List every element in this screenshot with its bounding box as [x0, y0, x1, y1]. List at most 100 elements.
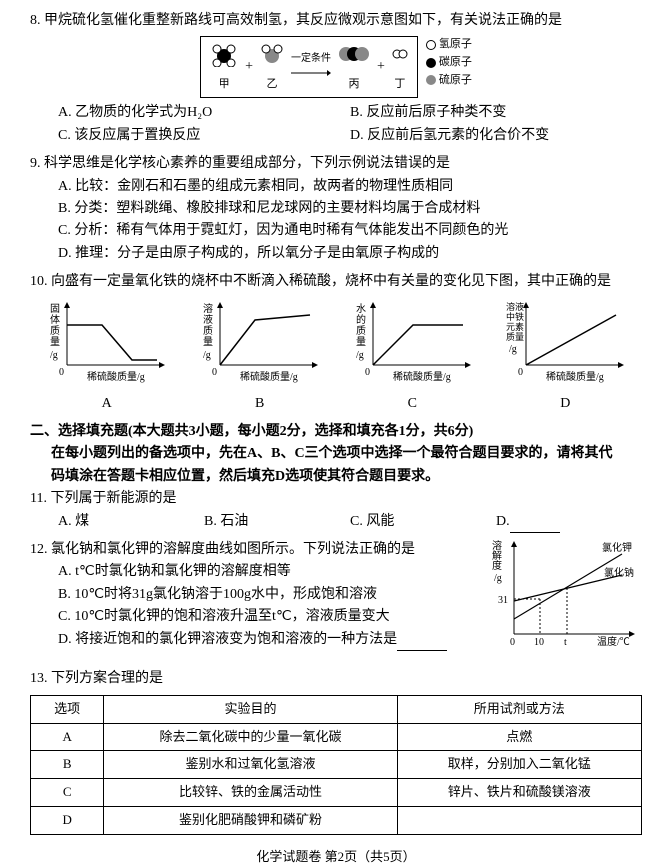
- molecule-methane: [209, 41, 239, 67]
- question-8: 8. 甲烷硫化氢催化重整新路线可高效制氢，其反应微观示意图如下，有关说法正确的是…: [30, 10, 642, 147]
- svg-text:量: 量: [50, 336, 60, 348]
- table-row: B鉴别水和过氧化氢溶液取样，分别加入二氧化锰: [31, 751, 642, 779]
- q8-diagram: 甲 + 乙 一定条件 丙 + 丁: [30, 36, 642, 98]
- mol-label-3: 丁: [391, 76, 409, 94]
- chart-d-xlabel: 稀硫酸质量/g: [546, 370, 604, 383]
- q8-opt-c: C. 该反应属于置换反应: [58, 125, 350, 147]
- svg-text:质: 质: [356, 325, 366, 337]
- svg-text:/g: /g: [356, 350, 364, 361]
- q11-num: 11.: [30, 491, 47, 506]
- hydrogen-atom-icon: [426, 40, 436, 50]
- th-purpose: 实验目的: [104, 695, 397, 723]
- chart-label-b: B: [255, 393, 264, 415]
- q11-stem-text: 下列属于新能源的是: [50, 491, 176, 506]
- svg-text:0: 0: [365, 367, 370, 378]
- q8-opt-b: B. 反应前后原子种类不变: [350, 102, 642, 124]
- q12-opt-b: B. 10℃时将31g氯化钠溶于100g水中，形成饱和溶液: [58, 584, 492, 606]
- svg-text:的: 的: [356, 313, 366, 326]
- q12-solubility-graph: 溶解度/g 氯化钾 氯化钠 31 0 10 t 温度/℃: [492, 539, 642, 662]
- chart-b-xlabel: 稀硫酸质量/g: [240, 370, 298, 383]
- cell: 锌片、铁片和硫酸镁溶液: [397, 779, 641, 807]
- mol-label-1: 乙: [259, 76, 285, 94]
- molecule-h2: [391, 41, 409, 67]
- q13-stem: 13. 下列方案合理的是: [30, 668, 642, 690]
- question-11: 11. 下列属于新能源的是 A. 煤 B. 石油 C. 风能 D.: [30, 488, 642, 533]
- section2-desc2: 码填涂在答题卡相应位置，然后填充D选项使其符合题目要求。: [30, 466, 642, 488]
- cell: 比较锌、铁的金属活动性: [104, 779, 397, 807]
- chart-label-a: A: [102, 393, 112, 415]
- q12-options: A. t℃时氯化钠和氯化钾的溶解度相等 B. 10℃时将31g氯化钠溶于100g…: [30, 561, 492, 651]
- q10-stem: 10. 向盛有一定量氧化铁的烧杯中不断滴入稀硫酸，烧杯中有关量的变化见下图，其中…: [30, 271, 642, 293]
- svg-text:溶: 溶: [203, 302, 213, 315]
- q9-stem-text: 科学思维是化学核心素养的重要组成部分，下列示例说法错误的是: [44, 156, 450, 171]
- cell: [397, 807, 641, 835]
- q13-table: 选项 实验目的 所用试剂或方法 A除去二氧化碳中的少量一氧化碳点燃 B鉴别水和过…: [30, 695, 642, 835]
- q11-opt-a: A. 煤: [58, 511, 204, 533]
- q11-opt-d: D.: [496, 511, 642, 533]
- q12-opt-d-text: D. 将接近饱和的氯化钾溶液变为饱和溶液的一种方法是: [58, 632, 397, 647]
- q9-stem: 9. 科学思维是化学核心素养的重要组成部分，下列示例说法错误的是: [30, 153, 642, 175]
- q8-num: 8.: [30, 13, 41, 28]
- question-12: 12. 氯化钠和氯化钾的溶解度曲线如图所示。下列说法正确的是 A. t℃时氯化钠…: [30, 539, 642, 662]
- th-method: 所用试剂或方法: [397, 695, 641, 723]
- svg-text:水: 水: [356, 303, 366, 315]
- svg-text:0: 0: [518, 367, 523, 378]
- q10-num: 10.: [30, 274, 48, 289]
- svg-text:/g: /g: [509, 344, 517, 355]
- chart-a-ylabel: 固: [50, 303, 60, 315]
- legend-s: 硫原子: [439, 72, 472, 90]
- molecule-cs2: [337, 41, 371, 67]
- q8-stem-text: 甲烷硫化氢催化重整新路线可高效制氢，其反应微观示意图如下，有关说法正确的是: [44, 13, 562, 28]
- svg-text:量: 量: [356, 336, 366, 348]
- table-header-row: 选项 实验目的 所用试剂或方法: [31, 695, 642, 723]
- svg-text:体: 体: [50, 314, 60, 326]
- svg-text:质: 质: [203, 325, 213, 337]
- legend-h: 氢原子: [439, 36, 472, 54]
- q8-options: A. 乙物质的化学式为H₂OB. 反应前后原子种类不变 C. 该反应属于置换反应…: [30, 102, 642, 147]
- molecule-h2s: [259, 41, 285, 67]
- mol-label-2: 丙: [337, 76, 371, 94]
- atom-legend: 氢原子 碳原子 硫原子: [426, 36, 472, 89]
- section2-desc1: 在每小题列出的备选项中，先在A、B、C三个选项中选择一个最符合题目要求的，请将其…: [30, 443, 642, 465]
- table-row: D鉴别化肥硝酸钾和磷矿粉: [31, 807, 642, 835]
- line-kcl: 氯化钾: [602, 541, 632, 554]
- q11-opt-c: C. 风能: [350, 511, 496, 533]
- chart-b: 溶液质量/g0稀硫酸质量/g: [200, 300, 320, 391]
- q11-options: A. 煤 B. 石油 C. 风能 D.: [30, 511, 642, 533]
- plus-sign-2: +: [377, 56, 385, 78]
- chart-a: 固体质量/g0稀硫酸质量/g: [47, 300, 167, 391]
- svg-text:质: 质: [50, 325, 60, 337]
- q13-num: 13.: [30, 671, 48, 686]
- q11-stem: 11. 下列属于新能源的是: [30, 488, 642, 510]
- x-label: 温度/℃: [597, 635, 630, 648]
- blank-line: [510, 532, 560, 533]
- chart-label-d: D: [560, 393, 570, 415]
- chart-d: 溶液中铁元素质量/g0稀硫酸质量/g: [506, 300, 626, 391]
- svg-text:中铁: 中铁: [506, 311, 524, 322]
- x-val-10: 10: [534, 637, 544, 648]
- cell: D: [31, 807, 104, 835]
- q12-opt-c: C. 10℃时氯化钾的饱和溶液升温至t℃，溶液质量变大: [58, 606, 492, 628]
- q9-opt-b: B. 分类：塑料跳绳、橡胶排球和尼龙球网的主要材料均属于合成材料: [58, 198, 642, 220]
- y-val-31: 31: [498, 595, 508, 606]
- svg-text:溶液: 溶液: [506, 301, 524, 312]
- svg-text:0: 0: [59, 367, 64, 378]
- chart-a-xlabel: 稀硫酸质量/g: [87, 370, 145, 383]
- reaction-arrow: 一定条件: [291, 51, 331, 83]
- cell: 除去二氧化碳中的少量一氧化碳: [104, 723, 397, 751]
- x-val-0: 0: [510, 637, 515, 648]
- q10-chart-labels: A B C D: [30, 393, 642, 415]
- svg-text:液: 液: [203, 313, 213, 326]
- mol-label-0: 甲: [209, 76, 239, 94]
- section2-title: 二、选择填充题(本大题共3小题，每小题2分，选择和填充各1分，共6分): [30, 421, 642, 443]
- svg-text:/g: /g: [203, 350, 211, 361]
- q9-num: 9.: [30, 156, 41, 171]
- chart-label-c: C: [408, 393, 417, 415]
- table-row: C比较锌、铁的金属活动性锌片、铁片和硫酸镁溶液: [31, 779, 642, 807]
- q9-opt-a: A. 比较：金刚石和石墨的组成元素相同，故两者的物理性质相同: [58, 176, 642, 198]
- cell: C: [31, 779, 104, 807]
- x-val-t: t: [564, 637, 567, 648]
- q8-opt-d: D. 反应前后氢元素的化合价不变: [350, 125, 642, 147]
- q9-opt-c: C. 分析：稀有气体用于霓虹灯，因为通电时稀有气体能发出不同颜色的光: [58, 220, 642, 242]
- svg-text:度: 度: [492, 559, 502, 572]
